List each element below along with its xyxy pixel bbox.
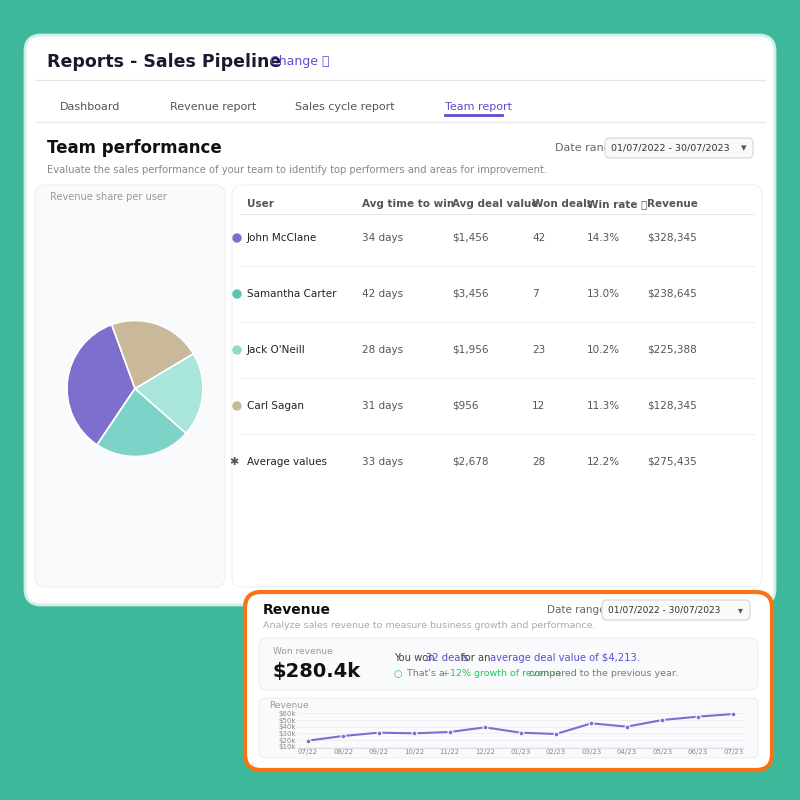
FancyBboxPatch shape <box>245 592 772 770</box>
Text: 31 days: 31 days <box>362 401 403 411</box>
Text: 42: 42 <box>532 233 546 243</box>
Text: 12: 12 <box>532 401 546 411</box>
Text: Average values: Average values <box>247 457 327 467</box>
Text: Jack O'Neill: Jack O'Neill <box>247 345 306 355</box>
Text: 10.2%: 10.2% <box>587 345 620 355</box>
Text: Dashboard: Dashboard <box>60 102 120 112</box>
Text: Team report: Team report <box>445 102 512 112</box>
Text: 42 days: 42 days <box>362 289 403 299</box>
Text: Revenue report: Revenue report <box>170 102 256 112</box>
FancyBboxPatch shape <box>605 138 753 158</box>
Text: ✱: ✱ <box>230 457 238 467</box>
FancyBboxPatch shape <box>259 638 758 690</box>
Text: Samantha Carter: Samantha Carter <box>247 289 337 299</box>
Text: John McClane: John McClane <box>247 233 318 243</box>
Text: $1,956: $1,956 <box>452 345 489 355</box>
Text: Revenue: Revenue <box>263 603 331 617</box>
Text: $225,388: $225,388 <box>647 345 697 355</box>
Text: $238,645: $238,645 <box>647 289 697 299</box>
Text: ▾: ▾ <box>741 143 746 153</box>
Text: Win rate ⓘ: Win rate ⓘ <box>587 199 647 209</box>
Text: Reports - Sales Pipeline: Reports - Sales Pipeline <box>47 53 282 71</box>
Text: for an: for an <box>458 653 494 663</box>
Text: 12.2%: 12.2% <box>587 457 620 467</box>
Circle shape <box>233 234 241 242</box>
Text: 33 days: 33 days <box>362 457 403 467</box>
Wedge shape <box>135 354 203 434</box>
FancyBboxPatch shape <box>35 185 225 587</box>
Text: Sales cycle report: Sales cycle report <box>295 102 394 112</box>
FancyBboxPatch shape <box>259 698 758 758</box>
Text: $1,456: $1,456 <box>452 233 489 243</box>
Text: Avg deal value: Avg deal value <box>452 199 538 209</box>
Text: User: User <box>247 199 274 209</box>
Wedge shape <box>112 321 194 389</box>
Text: 01/07/2022 - 30/07/2023: 01/07/2022 - 30/07/2023 <box>611 143 730 153</box>
Text: 13.0%: 13.0% <box>587 289 620 299</box>
Text: Revenue share per user: Revenue share per user <box>50 192 167 202</box>
Text: 23: 23 <box>532 345 546 355</box>
Wedge shape <box>67 325 135 445</box>
FancyBboxPatch shape <box>602 600 750 620</box>
Text: compared to the previous year.: compared to the previous year. <box>526 670 678 678</box>
Text: $275,435: $275,435 <box>647 457 697 467</box>
Text: $956: $956 <box>452 401 478 411</box>
Text: Evaluate the sales performance of your team to identify top performers and areas: Evaluate the sales performance of your t… <box>47 165 547 175</box>
Text: 32 deals: 32 deals <box>426 653 469 663</box>
Wedge shape <box>97 389 186 457</box>
Text: 28 days: 28 days <box>362 345 403 355</box>
Text: $280.4k: $280.4k <box>273 662 361 681</box>
Text: 28: 28 <box>532 457 546 467</box>
Text: Revenue: Revenue <box>647 199 698 209</box>
Text: $3,456: $3,456 <box>452 289 489 299</box>
Text: $128,345: $128,345 <box>647 401 697 411</box>
Text: 7: 7 <box>532 289 538 299</box>
Text: $2,678: $2,678 <box>452 457 489 467</box>
Text: Revenue: Revenue <box>269 702 309 710</box>
Circle shape <box>233 346 241 354</box>
Text: 34 days: 34 days <box>362 233 403 243</box>
Text: Date range: Date range <box>555 143 618 153</box>
Text: Carl Sagan: Carl Sagan <box>247 401 304 411</box>
Text: 11.3%: 11.3% <box>587 401 620 411</box>
FancyBboxPatch shape <box>232 185 762 587</box>
Text: Change ⌵: Change ⌵ <box>270 55 330 69</box>
Text: average deal value of $4,213.: average deal value of $4,213. <box>490 653 640 663</box>
FancyBboxPatch shape <box>25 35 775 605</box>
Text: Analyze sales revenue to measure business growth and performance.: Analyze sales revenue to measure busines… <box>263 622 595 630</box>
Text: Won deals: Won deals <box>532 199 593 209</box>
Circle shape <box>233 402 241 410</box>
Text: Date range: Date range <box>547 605 606 615</box>
Circle shape <box>233 290 241 298</box>
Text: That's a: That's a <box>404 670 448 678</box>
Text: You won: You won <box>394 653 438 663</box>
Text: Won revenue: Won revenue <box>273 646 333 655</box>
Text: Avg time to win: Avg time to win <box>362 199 454 209</box>
Text: Team performance: Team performance <box>47 139 222 157</box>
Text: +12% growth of revenue: +12% growth of revenue <box>442 670 561 678</box>
Text: $328,345: $328,345 <box>647 233 697 243</box>
Text: ▾: ▾ <box>738 605 743 615</box>
Text: 01/07/2022 - 30/07/2023: 01/07/2022 - 30/07/2023 <box>608 606 720 614</box>
Text: 14.3%: 14.3% <box>587 233 620 243</box>
Text: ○: ○ <box>394 669 402 679</box>
